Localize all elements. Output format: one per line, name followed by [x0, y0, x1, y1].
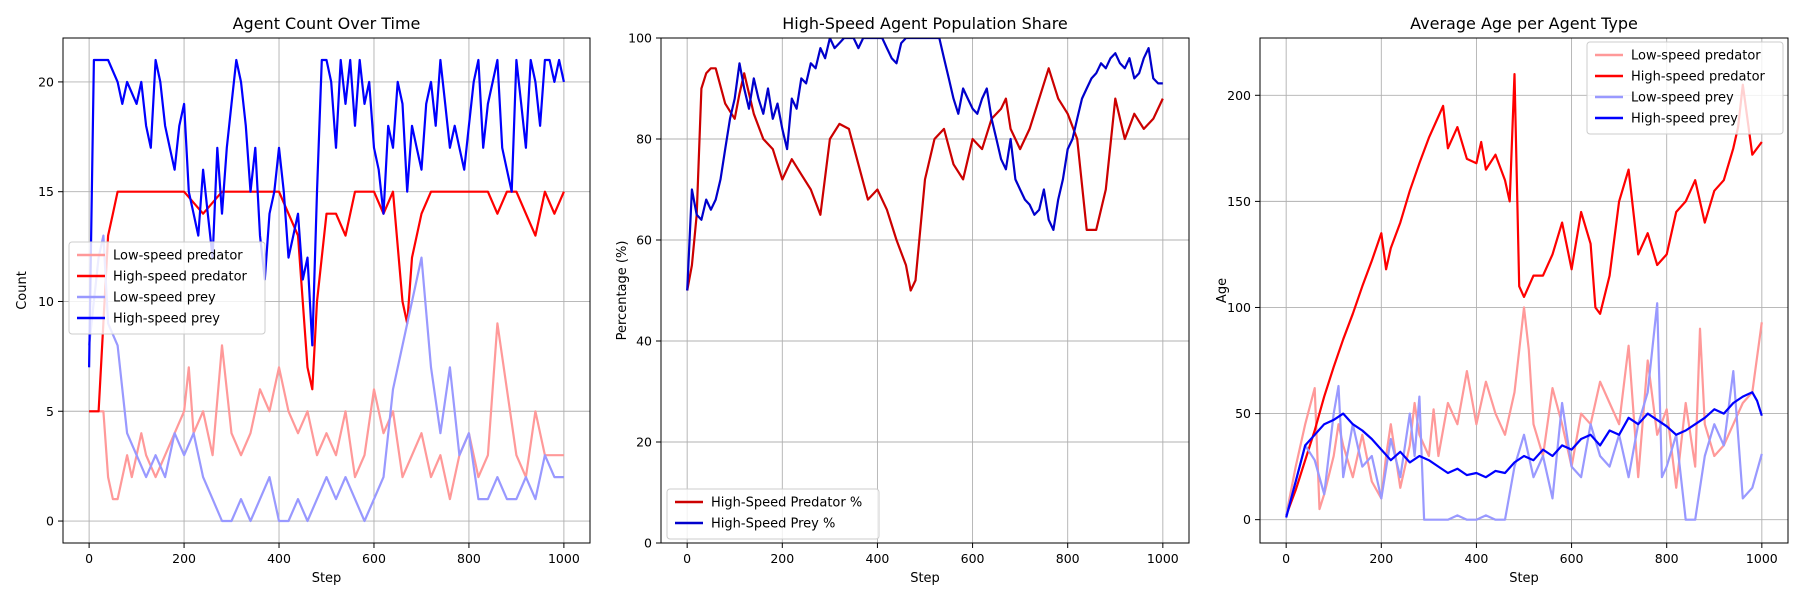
x-tick-label: 600 [961, 551, 985, 566]
x-tick-label: 800 [1056, 551, 1080, 566]
y-tick-label: 80 [636, 132, 652, 147]
x-tick-label: 1000 [548, 551, 580, 566]
legend-box [68, 241, 266, 335]
legend-label: High-speed prey [113, 312, 220, 327]
series-group [88, 58, 565, 523]
y-tick-label: 50 [1235, 406, 1251, 421]
legend: Low-speed predator High-speed predator Low… [1586, 41, 1784, 135]
y-tick-label: 100 [1227, 300, 1251, 315]
y-tick-label: 20 [38, 74, 54, 89]
y-axis-label: Percentage (%) [615, 241, 630, 341]
plot-frame [660, 37, 1190, 544]
y-tick-label: 15 [38, 184, 54, 199]
x-tick-label: 400 [1465, 551, 1489, 566]
legend: High-Speed Predator % High-Speed Prey % [666, 488, 880, 540]
chart-panel-2: 0 200 400 600 800 1000 0 20 40 60 80 100 High-Speed … [615, 14, 1190, 586]
legend-label: Low-speed prey [113, 291, 216, 306]
y-tick-label: 40 [636, 334, 652, 349]
grid-lines [1260, 38, 1788, 543]
legend-label: High-speed predator [113, 270, 248, 285]
legend-label: Low-speed predator [113, 249, 243, 264]
plot-frame [1259, 37, 1789, 544]
x-tick-label: 200 [770, 551, 794, 566]
x-axis-label: Step [910, 571, 940, 586]
grid-lines [661, 37, 1189, 544]
x-tick-label: 200 [1369, 551, 1393, 566]
y-tick-label: 0 [46, 514, 54, 529]
x-tick-label: 1000 [1147, 551, 1179, 566]
chart-title: Average Age per Agent Type [1410, 14, 1638, 33]
series-line-high-speed-predator [1285, 73, 1763, 516]
series-line-low-speed-prey [1285, 302, 1763, 521]
y-tick-label: 200 [1227, 88, 1251, 103]
y-axis-label: Age [1215, 278, 1230, 303]
y-tick-label: 10 [38, 294, 54, 309]
legend-label: High-Speed Predator % [711, 496, 862, 511]
y-axis-label: Count [15, 271, 30, 310]
series-line-low-speed-predator [89, 322, 564, 501]
y-tick-label: 100 [628, 31, 652, 46]
x-tick-label: 800 [1655, 551, 1679, 566]
legend-label: High-Speed Prey % [711, 517, 835, 532]
series-group [686, 38, 1164, 292]
series-line-low-speed-prey [88, 234, 564, 523]
legend-label: Low-speed predator [1631, 49, 1761, 64]
x-tick-label: 600 [362, 551, 386, 566]
legend-box [1586, 41, 1784, 135]
chart-title: Agent Count Over Time [233, 14, 421, 33]
legend: Low-speed predator High-speed predator Low… [68, 241, 266, 335]
x-tick-label: 1000 [1746, 551, 1778, 566]
y-tick-label: 20 [636, 435, 652, 450]
x-tick-label: 0 [85, 551, 93, 566]
series-line-low-speed-predator [1285, 306, 1763, 516]
legend-label: Low-speed prey [1631, 91, 1734, 106]
y-tick-label: 0 [644, 536, 652, 551]
series-line-high-speed-predator [89, 190, 565, 413]
x-tick-label: 0 [1282, 551, 1290, 566]
x-axis-label: Step [1509, 571, 1539, 586]
x-tick-label: 800 [457, 551, 481, 566]
legend-label: High-speed predator [1631, 70, 1766, 85]
series-group [1285, 73, 1763, 521]
chart-panel-1: 0 200 400 600 800 1000 0 5 10 15 20 Agent Count Ove… [15, 14, 591, 586]
x-tick-label: 400 [267, 551, 291, 566]
series-line-high-speed-prey [1285, 391, 1763, 518]
y-tick-label: 5 [46, 404, 54, 419]
x-tick-label: 200 [172, 551, 196, 566]
x-axis-label: Step [312, 571, 342, 586]
x-tick-label: 600 [1560, 551, 1584, 566]
y-tick-label: 0 [1243, 512, 1251, 527]
plot-frame [62, 37, 591, 544]
legend-label: High-speed prey [1631, 112, 1738, 127]
chart-title: High-Speed Agent Population Share [782, 14, 1068, 33]
y-tick-label: 60 [636, 233, 652, 248]
series-line-high-speed-prey [88, 58, 565, 368]
series-line-high-speed-prey [686, 38, 1163, 291]
legend-box [666, 488, 880, 540]
chart-panel-3: 0 200 400 600 800 1000 0 50 100 150 200 Average Age… [1215, 14, 1789, 586]
y-tick-label: 150 [1227, 194, 1251, 209]
x-tick-label: 0 [683, 551, 691, 566]
x-tick-label: 400 [866, 551, 890, 566]
